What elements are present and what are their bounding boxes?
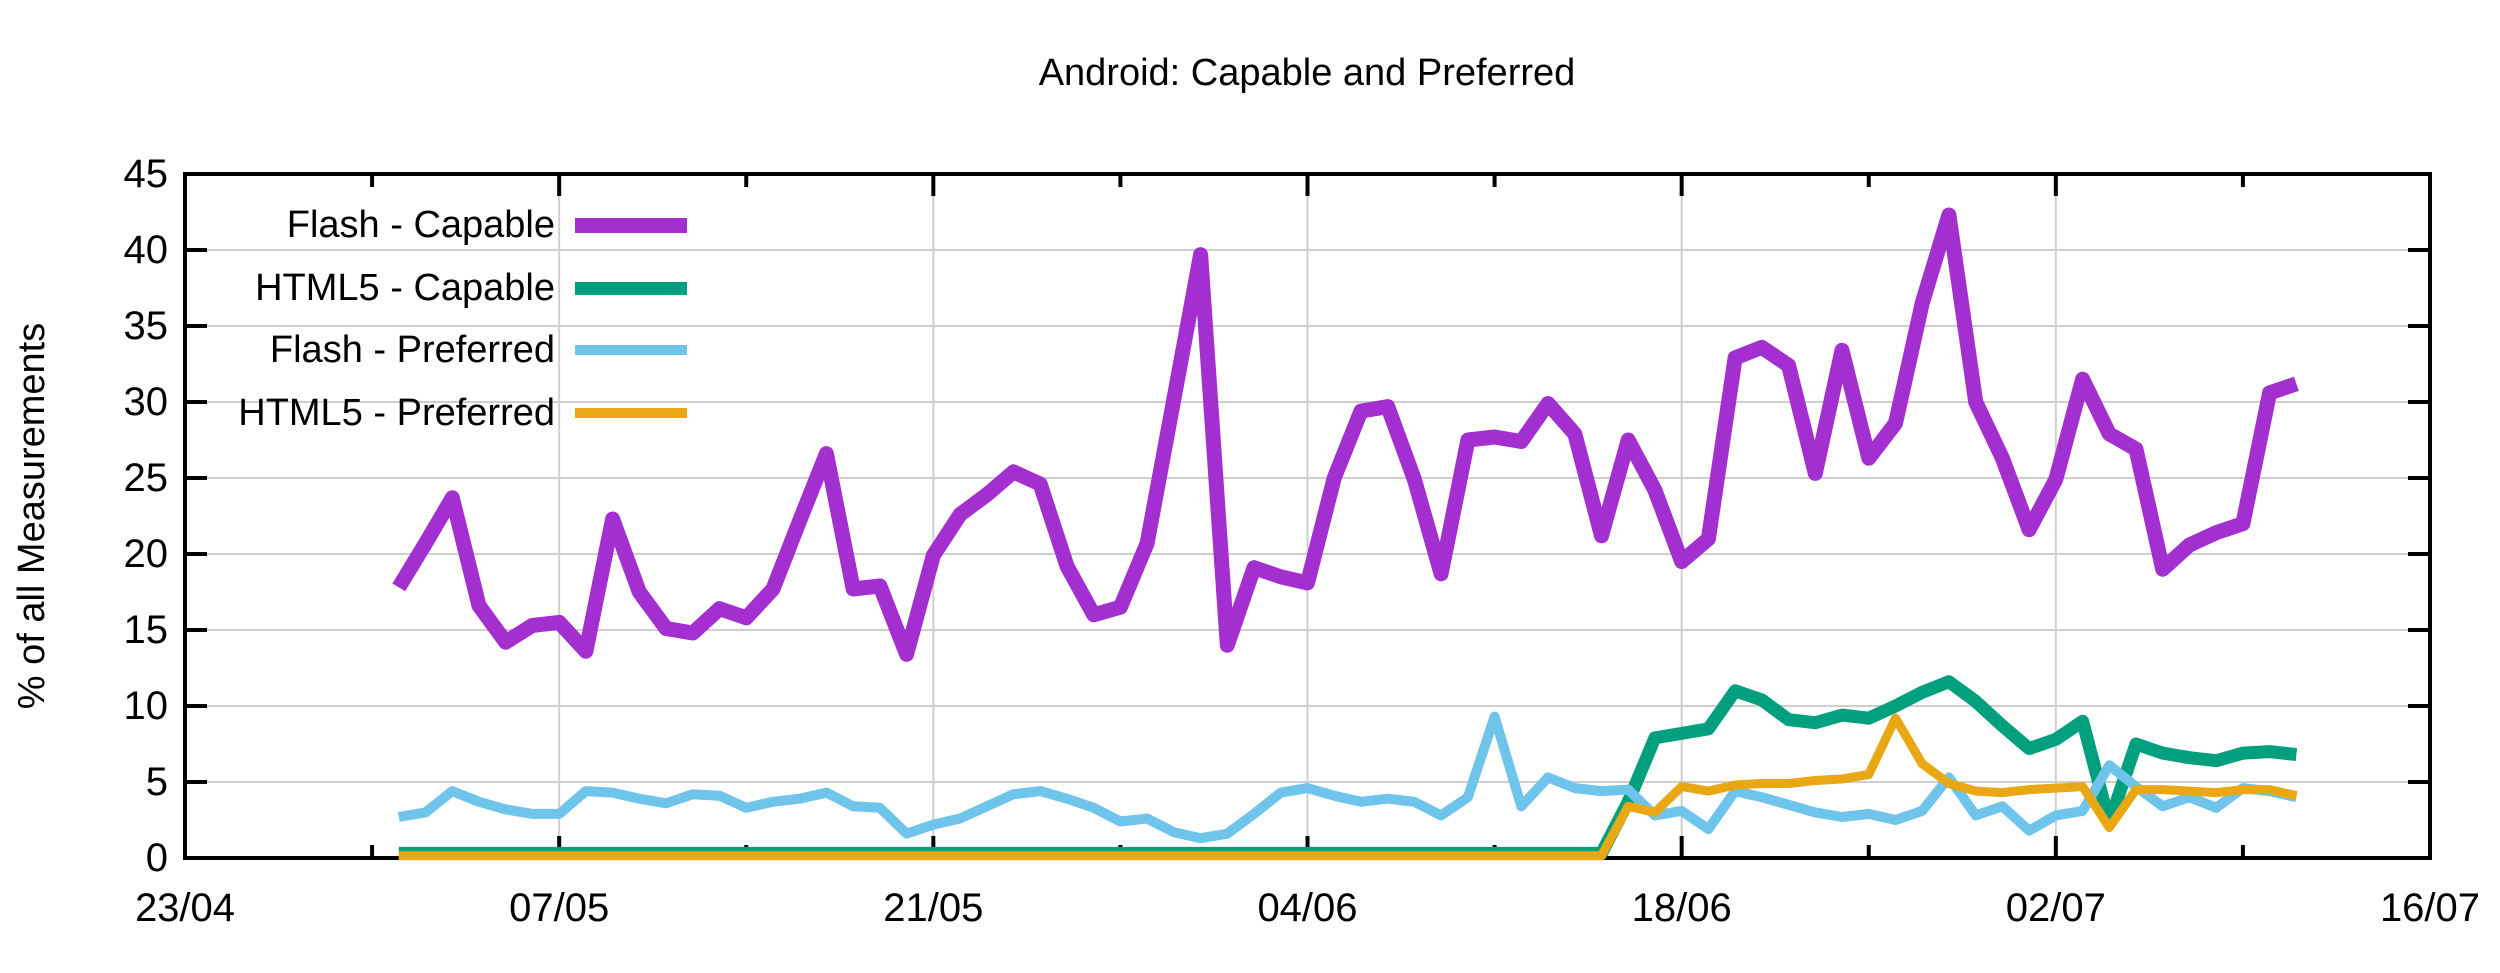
legend-item-html5-preferred: HTML5 - Preferred	[100, 382, 687, 444]
y-tick-label-10: 10	[123, 684, 169, 728]
x-tick-label-02-07: 02/07	[2005, 886, 2106, 930]
series-line-flash-capable	[392, 207, 2299, 662]
x-tick-label-07-05: 07/05	[509, 886, 610, 930]
series-line-html5-preferred	[398, 713, 2298, 861]
x-tick-label-21-05: 21/05	[883, 886, 984, 930]
y-tick-label-0: 0	[145, 836, 168, 880]
y-axis-title: % of all Measurements	[11, 322, 53, 710]
x-tick-label-18-06: 18/06	[1631, 886, 1732, 930]
series-line-flash-preferred	[397, 711, 2298, 844]
y-tick-label-15: 15	[123, 608, 169, 652]
y-tick-label-5: 5	[145, 760, 168, 804]
legend-item-flash-preferred: Flash - Preferred	[100, 319, 687, 381]
legend-swatch-html5-capable	[575, 281, 687, 295]
x-tick-label-04-06: 04/06	[1257, 886, 1358, 930]
x-tick-label-23-04: 23/04	[134, 886, 236, 930]
y-tick-label-20: 20	[123, 532, 169, 576]
x-tick-label-16-07: 16/07	[2379, 886, 2481, 930]
y-tick-label-40: 40	[123, 228, 169, 272]
legend-label-html5-preferred: HTML5 - Preferred	[238, 391, 555, 434]
y-tick-label-25: 25	[123, 456, 169, 500]
series-line-html5-capable	[398, 675, 2298, 860]
legend-swatch-html5-preferred	[575, 408, 687, 418]
y-tick-label-45: 45	[123, 152, 169, 196]
y-tick-label-30: 30	[123, 380, 169, 424]
legend-label-flash-preferred: Flash - Preferred	[269, 328, 555, 371]
chart-title: Android: Capable and Preferred	[1038, 52, 1576, 94]
legend-swatch-flash-preferred	[575, 345, 687, 355]
legend-item-html5-capable: HTML5 - Capable	[100, 257, 687, 319]
legend-item-flash-capable: Flash - Capable	[100, 194, 687, 256]
legend-label-flash-capable: Flash - Capable	[286, 203, 555, 246]
y-tick-label-35: 35	[123, 304, 169, 348]
legend-swatch-flash-capable	[575, 217, 687, 233]
legend-label-html5-capable: HTML5 - Capable	[255, 266, 555, 309]
